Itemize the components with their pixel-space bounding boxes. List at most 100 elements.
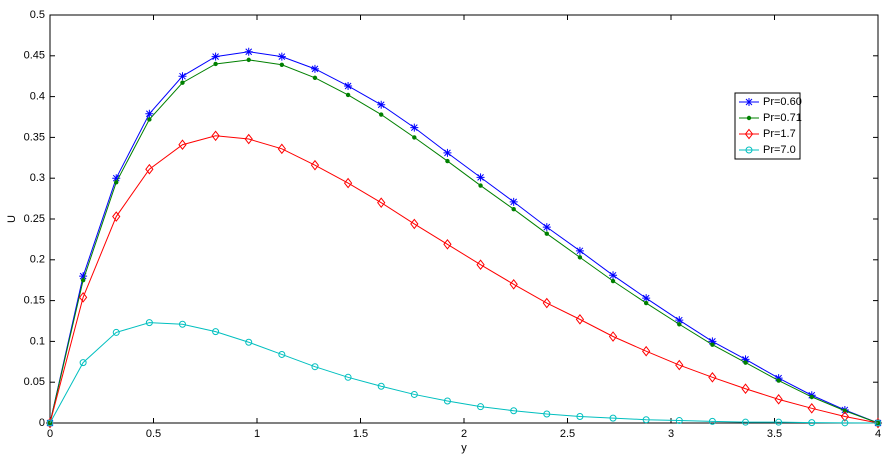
- marker: [112, 174, 121, 183]
- marker: [609, 414, 617, 422]
- marker: [312, 75, 318, 81]
- marker: [675, 417, 683, 425]
- marker: [445, 158, 450, 164]
- marker: [708, 337, 717, 346]
- marker: [874, 419, 882, 427]
- series-line: [49, 135, 879, 424]
- y-tick-label: 0.25: [24, 213, 45, 225]
- marker: [344, 373, 352, 381]
- legend-label: Pr=7.0: [763, 144, 796, 156]
- marker: [476, 259, 485, 271]
- marker: [80, 278, 86, 283]
- marker: [609, 271, 618, 280]
- marker: [708, 417, 716, 425]
- marker: [575, 314, 585, 325]
- marker: [245, 338, 253, 346]
- marker: [511, 207, 516, 212]
- marker: [542, 223, 551, 232]
- marker: [377, 197, 386, 208]
- marker: [774, 374, 783, 383]
- x-tick-label: 2.5: [560, 428, 575, 440]
- marker: [808, 419, 816, 427]
- marker: [79, 272, 88, 281]
- legend-box: [734, 92, 801, 160]
- marker: [842, 408, 848, 413]
- marker: [742, 418, 750, 426]
- marker: [310, 64, 319, 73]
- marker: [577, 255, 583, 260]
- marker: [542, 297, 551, 309]
- plot-box: [49, 14, 879, 424]
- marker: [443, 148, 452, 157]
- y-tick-label: 0.45: [24, 50, 45, 62]
- marker: [145, 163, 154, 175]
- marker: [543, 410, 551, 418]
- y-tick-label: 0.05: [24, 376, 45, 388]
- marker: [178, 72, 187, 81]
- marker: [476, 173, 485, 182]
- y-tick-label: 0.1: [30, 335, 45, 347]
- marker: [677, 322, 682, 327]
- marker: [79, 359, 87, 367]
- marker: [841, 419, 849, 427]
- marker: [244, 133, 253, 145]
- marker: [741, 383, 750, 395]
- marker: [809, 394, 814, 400]
- marker: [344, 81, 353, 90]
- marker: [642, 345, 651, 357]
- y-tick-label: 0.2: [30, 254, 45, 266]
- marker: [311, 363, 319, 371]
- series-line: [49, 322, 879, 424]
- marker: [643, 300, 649, 306]
- marker: [410, 390, 418, 398]
- marker: [741, 355, 750, 364]
- marker: [211, 52, 220, 61]
- marker: [246, 57, 251, 63]
- marker: [478, 183, 483, 188]
- marker: [477, 403, 485, 411]
- marker: [112, 328, 120, 336]
- marker: [608, 331, 618, 342]
- marker: [743, 360, 748, 365]
- marker: [379, 112, 384, 117]
- legend-marker: [745, 98, 753, 106]
- legend-marker: [746, 115, 752, 121]
- marker: [78, 292, 88, 303]
- marker: [642, 294, 651, 303]
- marker: [675, 359, 684, 371]
- marker: [509, 278, 518, 290]
- y-tick-label: 0.15: [24, 295, 45, 307]
- marker: [112, 211, 121, 222]
- marker: [310, 159, 320, 171]
- legend-label: Pr=1.7: [763, 128, 796, 140]
- marker: [180, 80, 185, 85]
- marker: [775, 418, 783, 426]
- series-line: [49, 59, 879, 424]
- marker: [610, 278, 616, 284]
- marker: [710, 342, 715, 347]
- marker: [575, 246, 584, 255]
- x-tick-label: 1.5: [353, 428, 368, 440]
- marker: [443, 238, 452, 250]
- marker: [178, 139, 187, 151]
- x-tick-label: 3: [668, 428, 674, 440]
- marker: [675, 316, 684, 325]
- marker: [147, 117, 152, 122]
- marker: [377, 382, 385, 390]
- marker: [412, 135, 417, 140]
- marker: [244, 47, 253, 56]
- marker: [576, 412, 584, 420]
- marker: [345, 92, 351, 98]
- marker: [510, 407, 518, 415]
- marker: [213, 61, 218, 67]
- y-tick-label: 0.35: [24, 131, 45, 143]
- marker: [642, 416, 650, 424]
- legend-label: Pr=0.60: [763, 96, 802, 108]
- marker: [410, 218, 419, 230]
- marker: [544, 231, 549, 236]
- legend-marker: [745, 146, 753, 154]
- marker: [708, 371, 717, 383]
- y-tick-label: 0.5: [30, 9, 45, 21]
